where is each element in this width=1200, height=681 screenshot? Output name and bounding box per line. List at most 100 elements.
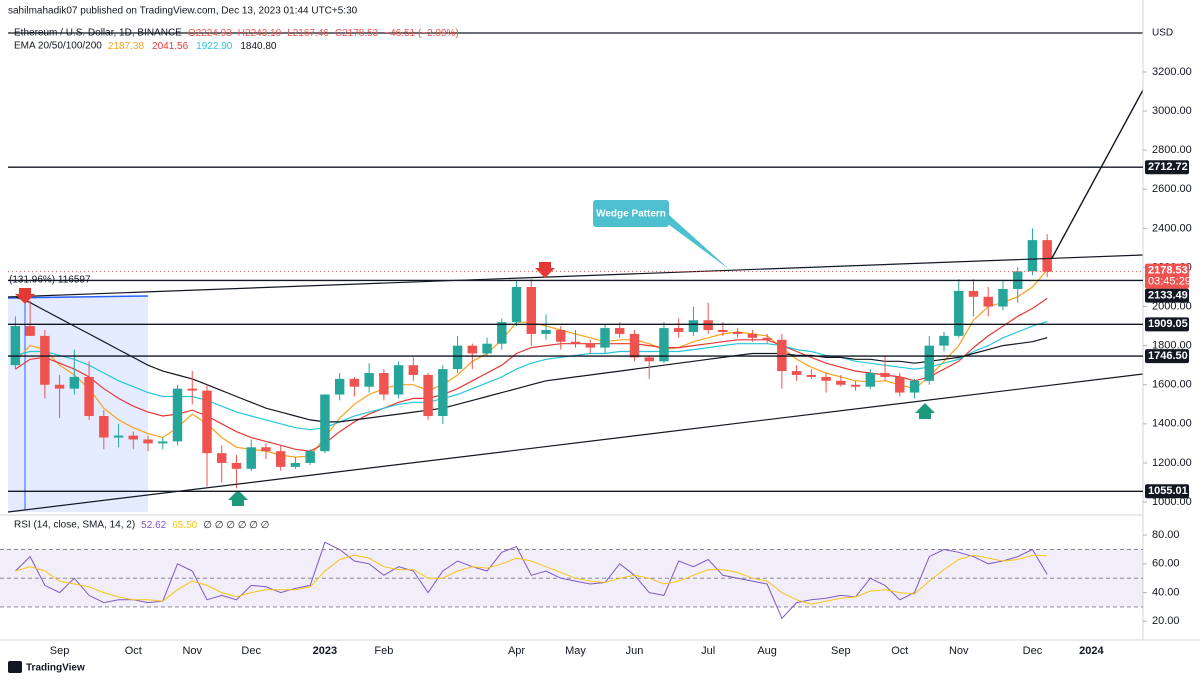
candle-body [217,453,227,463]
candle-body [718,330,728,332]
level-label-box [1145,160,1189,175]
x-tick-label: May [565,645,586,657]
x-tick-label: 2024 [1079,645,1104,657]
x-tick-label: Feb [374,645,393,657]
header-value: 65.50 [172,520,197,531]
candle-body [84,376,94,417]
candle-body [600,328,610,348]
ohlc: O2224.93 H2243.10 L2167.46 C2178.53 −46.51 (… [188,28,459,39]
header-value: 52.62 [141,520,166,531]
header-value: −46.51 (−2.09%) [384,28,459,39]
header-value: 1840.80 [240,41,277,52]
candle-body [231,462,242,469]
candle-body [924,345,934,381]
level-label-box [1145,317,1189,332]
candle-body [25,326,35,336]
header-value: ∅ ∅ ∅ ∅ ∅ ∅ [203,520,269,531]
level-label: 1909.05 [1148,318,1188,330]
annotation: Wedge Pattern [596,209,666,220]
candle-body [939,335,949,346]
candle-body [688,320,699,332]
candle-body [998,288,1008,307]
y-tick-label: 80.00 [1152,529,1180,541]
candle-body [615,328,625,334]
candle-body [172,388,183,442]
candle-body [143,439,153,444]
level-label-box [1145,484,1189,499]
x-tick-label: Nov [182,645,202,657]
y-tick-label: 1400.00 [1152,418,1192,430]
currency: USD [1152,28,1173,39]
y-tick-label: 3200.00 [1152,66,1192,78]
candle-body [968,290,979,297]
y-tick-label: 2400.00 [1152,222,1192,234]
y-tick-label: 20.00 [1152,615,1180,627]
up-arrow [228,490,248,506]
candle-body [673,328,684,332]
candle-body [526,287,536,334]
candle-body [187,388,197,391]
candle-body [379,373,389,395]
breakout-line [1051,89,1144,259]
y-tick-label: 1800.00 [1152,340,1192,352]
ema-label: EMA 20/50/100/200 [14,41,102,52]
candle-body [364,373,374,387]
x-tick-label: 2023 [313,645,337,657]
candle-body [1027,240,1038,272]
candle-body [54,384,65,389]
level-label: 1746.50 [1148,350,1188,362]
ema-values: 2187.38 2041.56 1922.90 1840.80 [108,41,277,52]
x-tick-label: Jun [626,645,644,657]
y-tick-label: 40.00 [1152,586,1180,598]
rsi-label: RSI (14, close, SMA, 14, 2) [14,520,135,531]
header-value: L2167.46 [287,28,329,39]
header-value: 2041.56 [152,41,189,52]
candle-body [659,328,669,362]
wedge-lower [7,373,1144,513]
x-tick-label: Sep [50,645,70,657]
rsi-panel: 80.00 60.00 40.00 20.00 [0,529,1180,627]
last-price-box [1145,263,1189,289]
price-plot [10,228,1052,489]
logo-icon [8,661,22,673]
header-value: C2178.53 [335,28,379,39]
candle-body [497,322,507,344]
candle-body [393,365,404,395]
candle-body [482,343,492,354]
y-tick-label: 1600.00 [1152,379,1192,391]
candle-body [423,374,433,417]
candle-body [585,343,595,348]
y-tick-label: 2000.00 [1152,300,1192,312]
candle-body [909,380,920,393]
candle-body [99,416,109,438]
callout-tail [668,214,730,270]
countdown: 03:45:29 [1148,276,1191,288]
logo: TradingView [26,663,85,674]
callout-box [593,200,669,227]
candle-body [334,378,345,395]
candle-body [158,441,168,444]
candle-body [438,369,448,417]
level-label: 2712.72 [1148,161,1188,173]
y-tick-label: 3000.00 [1152,105,1192,117]
down-arrow [15,288,35,304]
candle-body [732,331,743,334]
down-arrow [535,262,555,278]
candle-body [703,320,713,331]
x-tick-label: Nov [949,645,969,657]
candle-body [246,447,256,469]
candle-body [511,287,522,323]
candle-body [791,371,802,375]
candle-body [113,435,124,438]
y-tick-label: 1200.00 [1152,457,1192,469]
line-series [15,541,1048,620]
x-tick-label: Apr [508,645,525,657]
x-tick-label: Oct [891,645,908,657]
up-arrow [915,403,935,419]
line-series [15,297,1048,452]
symbol: Ethereum / U.S. Dollar, 1D, BINANCE [14,28,182,39]
candle-body [305,451,315,463]
x-tick-label: Dec [241,645,261,657]
candle-body [40,335,50,385]
